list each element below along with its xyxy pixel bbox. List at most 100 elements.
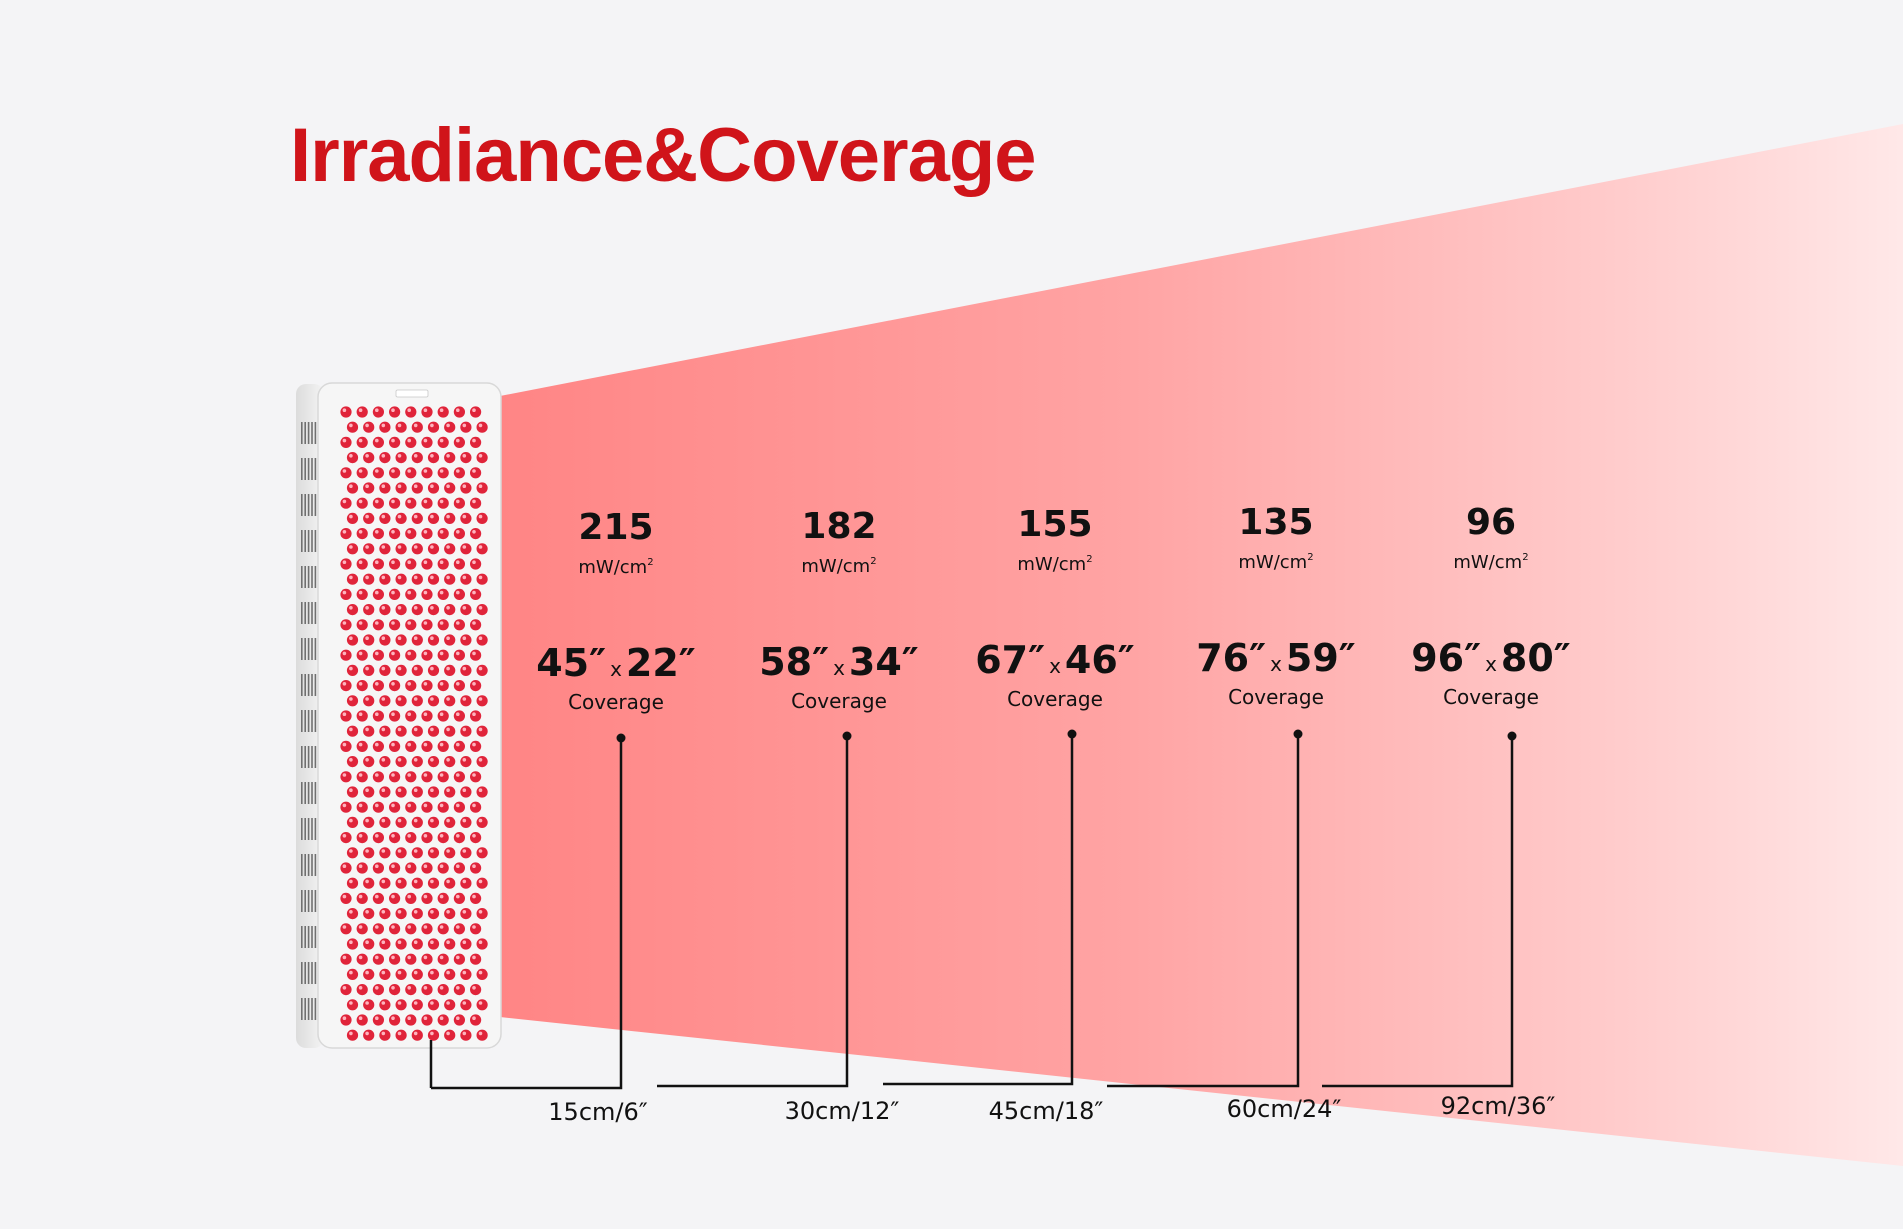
vent-slot bbox=[304, 458, 306, 480]
led-bulb bbox=[444, 512, 456, 525]
led-bulb bbox=[411, 786, 423, 798]
led-bulb bbox=[427, 512, 440, 525]
led-bulb bbox=[460, 452, 472, 464]
led-bulb bbox=[372, 771, 384, 783]
vent-slot bbox=[311, 998, 313, 1020]
led-bulb bbox=[437, 923, 449, 935]
led-bulb bbox=[372, 1014, 384, 1026]
led-bulb bbox=[437, 680, 449, 692]
vent-slot bbox=[307, 674, 310, 696]
led-highlight bbox=[430, 758, 434, 762]
led-highlight bbox=[391, 438, 395, 443]
led-highlight bbox=[365, 697, 369, 701]
led-highlight bbox=[397, 758, 402, 762]
led-bulb bbox=[427, 452, 440, 464]
led-bulb bbox=[363, 573, 375, 585]
led-bulb bbox=[421, 497, 433, 509]
led-bulb bbox=[444, 999, 456, 1011]
led-bulb bbox=[346, 786, 359, 798]
led-highlight bbox=[365, 727, 369, 732]
led-highlight bbox=[397, 1031, 402, 1036]
led-bulb bbox=[372, 892, 384, 905]
led-highlight bbox=[358, 803, 363, 808]
led-highlight bbox=[462, 454, 467, 458]
led-bulb bbox=[389, 497, 401, 509]
led-bulb bbox=[356, 467, 368, 479]
led-bulb bbox=[363, 756, 375, 768]
led-highlight bbox=[439, 438, 444, 443]
led-highlight bbox=[358, 530, 363, 534]
led-highlight bbox=[456, 590, 460, 595]
led-highlight bbox=[423, 682, 428, 686]
vent-slot bbox=[304, 494, 306, 516]
led-highlight bbox=[439, 742, 444, 747]
led-highlight bbox=[430, 484, 434, 489]
led-bulb bbox=[395, 725, 407, 737]
vent-slot bbox=[311, 962, 313, 984]
led-highlight bbox=[472, 712, 476, 716]
led-highlight bbox=[439, 621, 444, 625]
led-highlight bbox=[413, 879, 418, 884]
led-bulb bbox=[476, 512, 488, 525]
led-highlight bbox=[391, 560, 395, 564]
led-highlight bbox=[342, 864, 347, 868]
led-bulb bbox=[405, 953, 417, 965]
led-highlight bbox=[472, 438, 476, 443]
led-highlight bbox=[342, 803, 347, 808]
led-bulb bbox=[421, 771, 433, 783]
led-highlight bbox=[413, 818, 418, 823]
led-highlight bbox=[358, 773, 363, 777]
led-highlight bbox=[375, 469, 379, 473]
led-highlight bbox=[342, 834, 347, 838]
led-bulb bbox=[437, 710, 449, 722]
vent-slot bbox=[301, 818, 303, 840]
led-highlight bbox=[397, 727, 402, 732]
led-highlight bbox=[446, 788, 450, 792]
led-bulb bbox=[379, 877, 391, 889]
led-bulb bbox=[405, 710, 417, 722]
led-highlight bbox=[413, 666, 418, 671]
led-bulb bbox=[363, 968, 375, 981]
led-bulb bbox=[444, 452, 456, 464]
led-highlight bbox=[478, 1031, 483, 1036]
led-highlight bbox=[478, 818, 483, 823]
led-bulb bbox=[346, 968, 359, 981]
led-highlight bbox=[342, 925, 347, 929]
led-bulb bbox=[444, 756, 456, 768]
led-bulb bbox=[427, 968, 440, 981]
led-highlight bbox=[472, 834, 476, 838]
led-bulb bbox=[411, 877, 423, 889]
led-bulb bbox=[389, 953, 401, 965]
led-highlight bbox=[456, 864, 460, 868]
led-highlight bbox=[413, 910, 418, 914]
led-highlight bbox=[381, 697, 386, 701]
led-bulb bbox=[437, 1014, 449, 1026]
vent-slot bbox=[301, 458, 303, 480]
led-bulb bbox=[363, 908, 375, 920]
led-bulb bbox=[405, 862, 417, 874]
led-bulb bbox=[411, 756, 423, 768]
led-bulb bbox=[395, 908, 407, 920]
vent-slot bbox=[304, 638, 306, 660]
led-bulb bbox=[460, 847, 472, 859]
led-highlight bbox=[413, 697, 418, 701]
led-bulb bbox=[379, 452, 391, 464]
led-highlight bbox=[365, 545, 369, 549]
vent-slot bbox=[304, 926, 306, 948]
led-bulb bbox=[427, 482, 440, 494]
led-bulb bbox=[453, 1014, 465, 1026]
led-highlight bbox=[381, 970, 386, 975]
led-highlight bbox=[342, 773, 347, 777]
led-bulb bbox=[356, 649, 368, 661]
led-highlight bbox=[456, 803, 460, 808]
vent-slot bbox=[301, 530, 303, 552]
led-bulb bbox=[444, 877, 456, 889]
led-highlight bbox=[430, 1031, 434, 1036]
led-highlight bbox=[462, 1031, 467, 1036]
vent-slot bbox=[314, 602, 317, 624]
led-highlight bbox=[456, 773, 460, 777]
led-bulb bbox=[372, 497, 384, 509]
led-bulb bbox=[395, 452, 407, 464]
led-highlight bbox=[413, 970, 418, 975]
led-bulb bbox=[470, 771, 482, 783]
